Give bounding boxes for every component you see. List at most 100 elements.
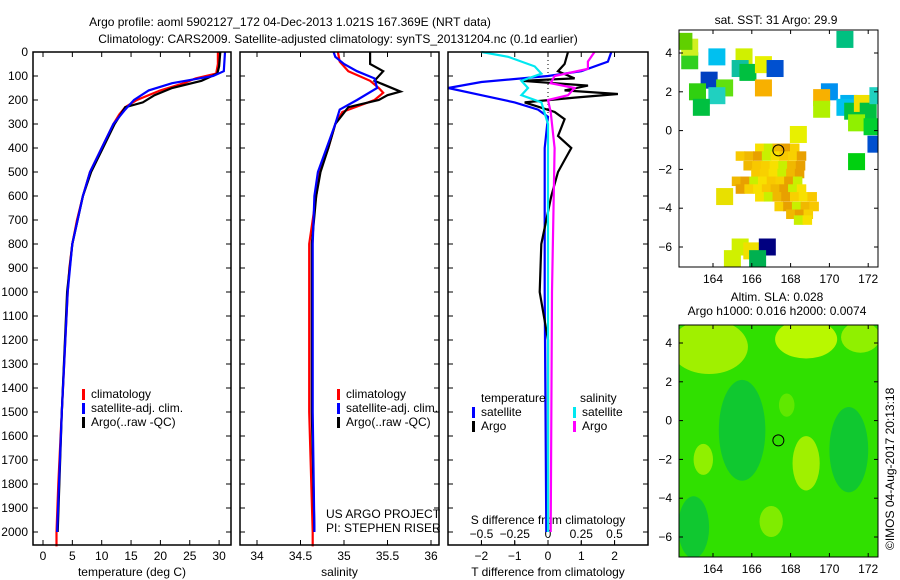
x-tick-label: 35.5 [376,549,400,563]
depth-tick-label: 500 [8,165,28,179]
lon-tick-label: 164 [703,562,723,576]
sst-cell [788,184,798,194]
sst-cell [768,168,779,179]
lat-tick-label: 4 [665,336,672,350]
legend-header-salinity: salinity [580,391,617,405]
depth-tick-label: 1400 [1,381,28,395]
imos-timestamp: ©IMOS 04-Aug-2017 20:13:18 [883,387,897,550]
legend-label: Argo [582,419,608,433]
depth-tick-label: 1100 [2,309,28,323]
x-tick-label: 36 [424,549,438,563]
sst-cell [744,184,754,194]
x-tick-label: 20 [154,549,168,563]
sla-feature [778,393,795,417]
legend-swatch [337,403,340,414]
sst-cell [795,161,806,171]
sst-cell [759,168,770,179]
x-axis-label: salinity [321,565,358,579]
sst-cell [789,143,800,154]
pi-credit: PI: STEPHEN RISER [326,521,441,535]
sst-cell [740,176,751,187]
sst-cell [807,192,817,202]
x-tick-label: 30 [212,549,226,563]
sst-cell [867,135,878,153]
x-tick-label: 0 [40,549,47,563]
sst-cell [836,30,854,48]
lat-tick-label: 2 [665,375,672,389]
sst-cell [800,201,811,212]
sst-cell [796,184,807,194]
sst-cell [692,98,710,116]
sst-cell [679,32,693,50]
lon-tick-label: 164 [703,272,723,286]
lat-tick-label: 0 [665,414,672,428]
sst-cell [770,151,781,161]
depth-tick-label: 100 [8,69,28,83]
sla-feature [679,496,710,557]
sst-cell [763,143,774,154]
sst-cell [792,176,803,187]
sla-feature [718,379,766,481]
sst-cell [786,168,796,179]
lat-tick-label: 2 [665,85,672,99]
sla-map-title: Altim. SLA: 0.028 [731,290,824,304]
sla-feature [679,325,748,375]
sst-cell [766,60,784,78]
depth-tick-label: 800 [8,237,28,251]
sst-cell [786,209,796,220]
sst-cell [793,215,804,225]
depth-tick-label: 0 [21,45,28,59]
legend-swatch [337,389,340,400]
sst-cell [783,201,793,212]
title-line-1: Argo profile: aoml 5902127_172 04-Dec-20… [89,15,491,29]
sst-cell [735,184,746,194]
lon-tick-label: 166 [742,272,762,286]
profile-argo-raw-qc- [310,52,404,533]
sst-cell [755,192,765,202]
sla-feature [759,505,783,537]
depth-tick-label: 1000 [1,285,28,299]
legend-label: climatology [346,387,406,401]
sla-map-subtitle: Argo h1000: 0.016 h2000: 0.0074 [688,304,867,318]
profile-s-satellite [481,50,550,532]
profile-satellite-adj-clim- [56,51,227,533]
profile-climatology [308,51,385,547]
x-tick-label: 35 [337,549,351,563]
sst-cell [681,52,699,70]
lat-tick-label: −6 [658,240,672,254]
s-tick-label: 0.5 [606,527,623,541]
map-frame [678,29,879,268]
plot-layer: 0 5 10 15 20 25 300100200300400500600700800900… [1,13,879,579]
legend-label: satellite [481,405,522,419]
x-tick-label: 34.5 [289,549,313,563]
plot-frame [447,51,649,546]
x-tick-label: 15 [124,549,138,563]
sst-cell [798,192,809,202]
depth-tick-label: 1500 [1,405,28,419]
depth-tick-label: 1200 [1,333,28,347]
legend-swatch [82,403,85,414]
sst-cell [775,176,785,187]
x-tick-label: 2 [611,549,618,563]
x-tick-label: −1 [508,549,522,563]
sst-cell [787,161,797,171]
sst-cell [848,114,866,132]
profile-satellite-adj-clim- [311,51,379,533]
s-tick-label: 0.25 [570,527,594,541]
sst-cell [749,250,767,267]
sst-cell [779,151,789,161]
legend-swatch [337,417,340,428]
sst-cell [848,153,866,171]
legend-label: Argo [481,419,507,433]
lon-tick-label: 168 [781,272,801,286]
sst-cell [731,176,742,187]
map-frame [678,324,879,558]
sst-cell [757,176,768,187]
sst-cell [781,143,791,154]
depth-tick-label: 1700 [1,453,28,467]
legend-header-temperature: temperature [481,391,546,405]
lat-tick-label: −2 [658,452,672,466]
sst-cell [796,151,807,161]
sla-feature [829,407,869,493]
